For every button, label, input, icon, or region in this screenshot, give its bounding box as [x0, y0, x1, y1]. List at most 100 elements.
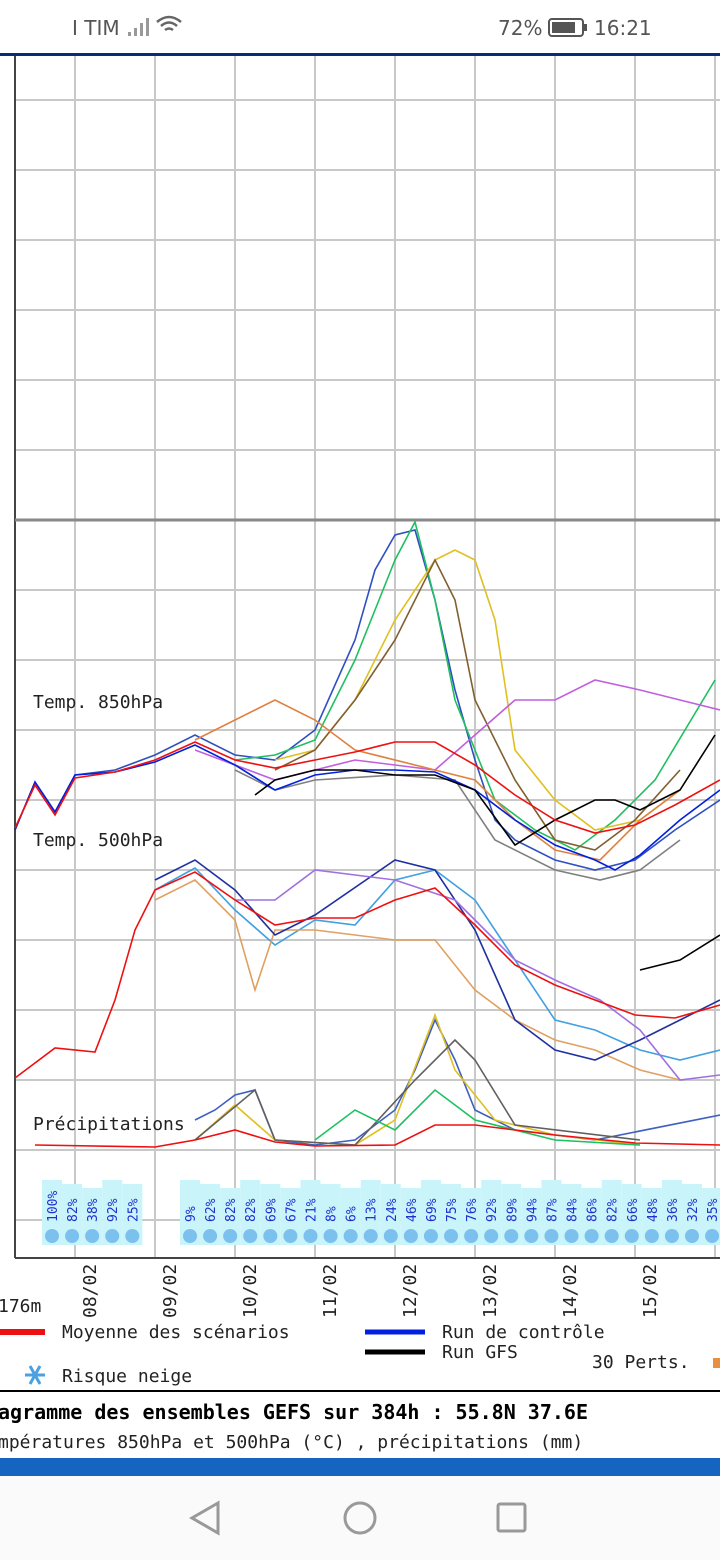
date-label: 12/02: [400, 1264, 421, 1318]
plot-grid: [15, 56, 720, 1258]
battery-icon: [548, 18, 587, 37]
snow-risk-label: 100%: [46, 1191, 61, 1222]
series-label: Temp. 500hPa: [33, 830, 163, 851]
date-label: 09/02: [160, 1264, 181, 1318]
caption-title: agramme des ensembles GEFS sur 384h : 55…: [0, 1400, 588, 1424]
snow-risk-label: 9%: [184, 1206, 199, 1222]
legend-entry: Moyenne des scénarios: [62, 1322, 290, 1343]
series-label: Temp. 850hPa: [33, 692, 163, 713]
snow-risk-label: 69%: [425, 1198, 440, 1222]
snow-flake: [484, 1229, 499, 1243]
snow-bar: [380, 1184, 401, 1245]
snow-risk-label: 35%: [706, 1198, 720, 1222]
series-label: Précipitations: [33, 1114, 185, 1135]
snow-risk-label: 82%: [244, 1198, 259, 1222]
control-run-line: [14, 744, 720, 871]
snow-flake: [183, 1229, 197, 1243]
top-rule: [0, 53, 720, 56]
battery-level: 72%: [498, 16, 542, 40]
back-button[interactable]: [188, 1500, 220, 1536]
snow-bar: [641, 1188, 662, 1245]
snow-risk-label: 38%: [86, 1198, 101, 1222]
snow-flake: [125, 1229, 140, 1243]
legend-entry: Run de contrôle: [442, 1322, 605, 1343]
snow-risk-label: 89%: [505, 1198, 520, 1222]
status-bar: [0, 0, 720, 55]
snow-bar: [180, 1180, 200, 1245]
snow-flake: [624, 1229, 639, 1243]
ensemble-lines: [14, 519, 720, 1146]
browser-bar: [0, 1458, 720, 1476]
snow-risk-label: 21%: [304, 1198, 319, 1222]
snow-flake: [444, 1229, 459, 1243]
snow-bar: [360, 1180, 381, 1245]
snow-risk-label: 84%: [566, 1198, 581, 1222]
snow-bar: [561, 1184, 582, 1245]
snow-risk-label: 75%: [445, 1198, 460, 1222]
legend-entry: 30 Perts.: [592, 1352, 690, 1373]
snow-bar: [501, 1184, 522, 1245]
snow-bar: [581, 1188, 602, 1245]
snow-bar: [541, 1180, 562, 1245]
altitude: 176m: [0, 1296, 41, 1317]
snow-icon: [25, 1365, 45, 1385]
date-label: 13/02: [480, 1264, 501, 1318]
snow-flake: [584, 1229, 599, 1243]
snow-flake: [283, 1229, 298, 1243]
snow-bar: [420, 1180, 441, 1245]
snow-bar: [240, 1180, 261, 1245]
snow-risk-label: 69%: [264, 1198, 279, 1222]
snow-flake: [644, 1229, 659, 1243]
snow-risk: 100% 82% 38% 92% 25% 9% 62% 82% 82% 69% 67% 21% 8% 6%…: [42, 1180, 720, 1245]
snow-bar: [461, 1188, 482, 1245]
snow-bar: [280, 1188, 301, 1245]
snow-flake: [85, 1229, 100, 1243]
snow-flake: [383, 1229, 398, 1243]
snow-flake: [544, 1229, 559, 1243]
snow-flake: [65, 1229, 80, 1243]
legend-swatch: [713, 1358, 720, 1368]
snow-bar: [661, 1180, 682, 1245]
recents-button[interactable]: [496, 1502, 527, 1533]
snow-flake: [105, 1229, 120, 1243]
signal-icon: [128, 18, 149, 36]
snow-bar: [260, 1184, 281, 1245]
snow-risk-label: 32%: [686, 1198, 701, 1222]
snow-flake: [685, 1229, 699, 1243]
snow-risk-label: 48%: [646, 1198, 661, 1222]
date-label: 14/02: [560, 1264, 581, 1318]
home-button[interactable]: [343, 1501, 377, 1535]
snow-flake: [363, 1229, 378, 1243]
snow-risk-label: 24%: [385, 1198, 400, 1222]
snow-flake: [263, 1229, 278, 1243]
snow-risk-label: 6%: [345, 1206, 360, 1222]
snow-risk-label: 82%: [224, 1198, 239, 1222]
snow-bar: [82, 1188, 103, 1245]
snow-risk-label: 25%: [126, 1198, 141, 1222]
snow-flake: [564, 1229, 579, 1243]
snow-flake: [223, 1229, 238, 1243]
caption-subtitle: mpératures 850hPa et 500hPa (°C) , préci…: [0, 1432, 583, 1453]
mean-line-500: [14, 871, 720, 1079]
snow-flake: [464, 1229, 479, 1243]
clock: 16:21: [594, 16, 652, 40]
snow-flake: [423, 1229, 438, 1243]
snow-risk-label: 82%: [606, 1198, 621, 1222]
mean-line-precip: [34, 1124, 720, 1148]
snow-flake: [403, 1229, 418, 1243]
snow-risk-label: 8%: [325, 1206, 340, 1222]
snow-flake: [524, 1229, 539, 1243]
legend-entry: Risque neige: [62, 1366, 192, 1387]
snow-risk-label: 92%: [485, 1198, 500, 1222]
snow-flake: [604, 1229, 619, 1243]
snow-flake: [343, 1229, 358, 1243]
date-label: 08/02: [80, 1264, 101, 1318]
date-label: 11/02: [320, 1264, 341, 1318]
snow-flake: [504, 1229, 519, 1243]
snow-bar: [682, 1184, 702, 1245]
snow-bar: [122, 1184, 143, 1245]
snow-flake: [303, 1229, 318, 1243]
